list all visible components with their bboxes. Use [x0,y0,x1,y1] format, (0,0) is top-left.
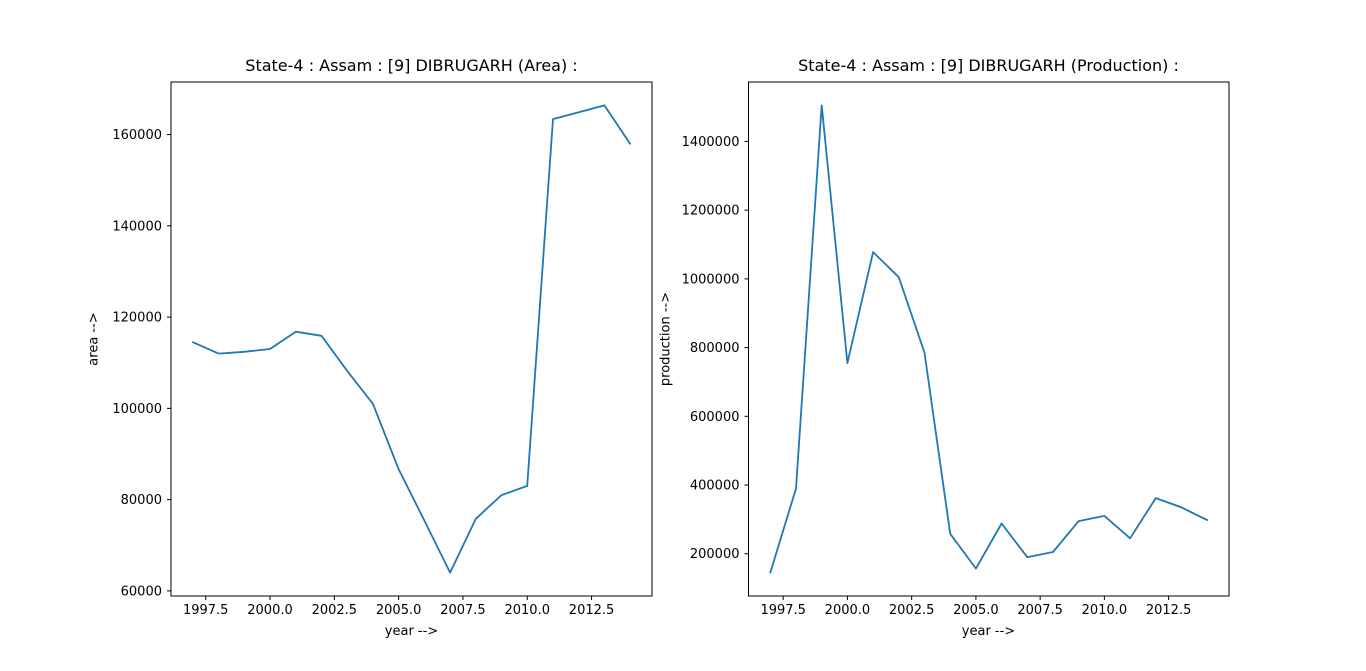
x-tick-label: 2010.0 [504,603,550,618]
x-tick-label: 2007.5 [440,603,486,618]
y-axis-label-production: production --> [658,291,674,387]
y-tick-label: 160000 [112,128,162,143]
y-tick-label: 140000 [112,219,162,234]
x-tick-label: 2010.0 [1082,603,1128,618]
axes-frame [170,81,653,597]
x-axis-label-area: year --> [384,624,439,639]
y-axis-label-area: area --> [86,312,102,366]
y-tick-label: 1200000 [682,204,740,219]
chart-title-production: State-4 : Assam : [9] DIBRUGARH (Product… [798,56,1179,75]
x-tick-label: 2005.0 [376,603,422,618]
x-tick-label: 2012.5 [1146,603,1192,618]
x-tick-label: 2005.0 [953,603,999,618]
y-tick-label: 800000 [690,341,740,356]
x-tick-label: 2000.0 [247,603,293,618]
y-tick-label: 60000 [121,584,162,599]
y-tick-label: 400000 [690,479,740,494]
x-tick-label: 2002.5 [312,603,358,618]
x-tick-label: 1997.5 [183,603,229,618]
data-line-production [769,104,1209,574]
x-tick-label: 2002.5 [889,603,935,618]
y-tick-label: 1000000 [682,272,740,287]
x-tick-label: 2000.0 [825,603,871,618]
y-tick-label: 80000 [121,493,162,508]
y-tick-label: 200000 [690,547,740,562]
y-tick-label: 600000 [690,410,740,425]
chart-title-area: State-4 : Assam : [9] DIBRUGARH (Area) : [245,56,578,75]
y-tick-label: 120000 [112,311,162,326]
x-tick-label: 1997.5 [760,603,806,618]
data-line-area [191,104,631,574]
x-axis-label-production: year --> [961,624,1016,639]
y-tick-label: 1400000 [682,135,740,150]
x-tick-label: 2007.5 [1017,603,1063,618]
axes-frame [748,81,1230,597]
x-tick-label: 2012.5 [569,603,615,618]
y-tick-label: 100000 [112,402,162,417]
